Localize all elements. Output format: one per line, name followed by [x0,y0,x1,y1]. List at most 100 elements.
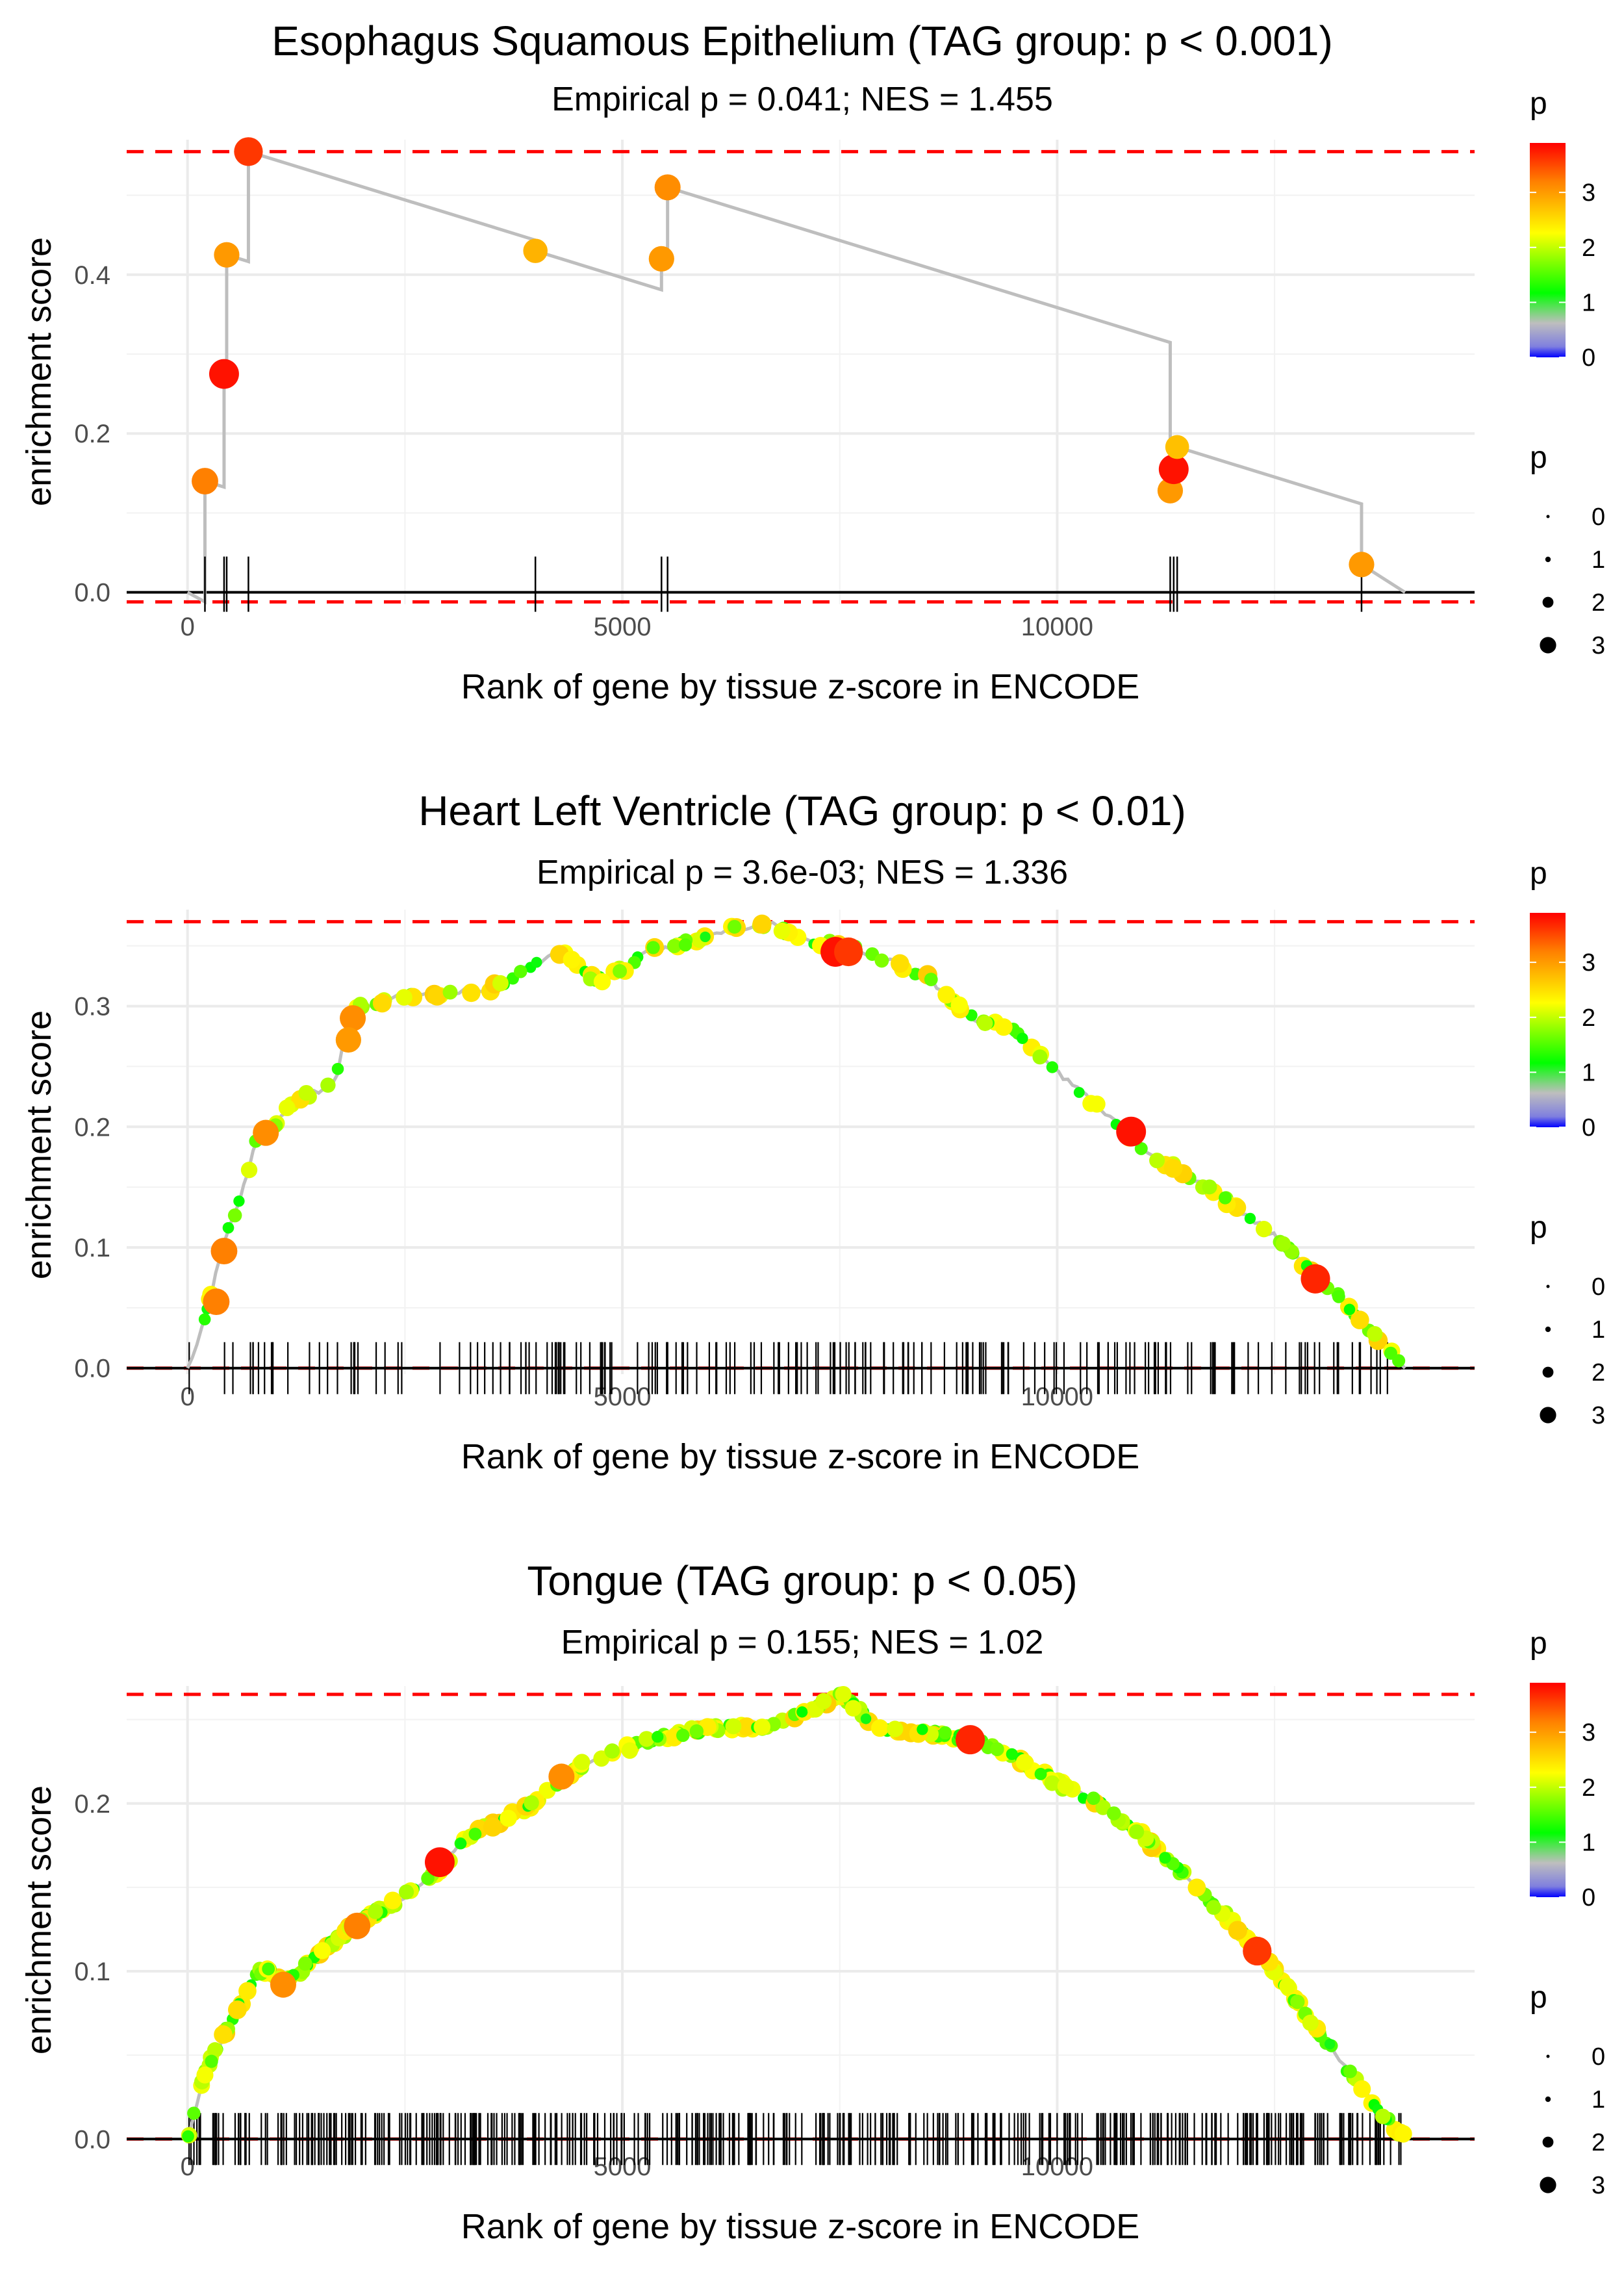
color-legend-label: 2 [1582,1774,1595,1802]
size-legend-key [1546,1284,1550,1288]
legend: p 0 1 2 3 p 0 1 2 3 [1530,86,1605,659]
hit-point [815,1693,832,1709]
hit-point [234,137,263,166]
size-legend-key [1540,1407,1556,1424]
hit-point [689,1724,704,1739]
hit-point [492,975,509,991]
legend: p 0 1 2 3 p 0 1 2 3 [1530,1626,1605,2199]
hit-point [754,1718,771,1735]
color-bar [1530,1683,1566,1897]
hit-point [198,1313,211,1325]
hit-point [427,986,447,1006]
hit-point [604,1743,620,1759]
hit-point [796,1706,808,1718]
hit-point [1244,1212,1256,1225]
hit-point [646,941,660,954]
hit-point [728,919,742,934]
hit-point [835,1685,852,1703]
hit-point [1350,1310,1369,1329]
hit-point [278,1099,296,1116]
x-tick-label: 0 [181,2153,195,2181]
x-tick-label: 0 [181,1383,195,1411]
hit-point [468,1827,482,1841]
color-bar [1530,913,1566,1127]
panel-subtitle: Empirical p = 0.041; NES = 1.455 [552,81,1053,118]
hit-point [368,1904,383,1919]
esophagus-panel: Esophagus Squamous Epithelium (TAG group… [19,18,1605,706]
color-legend-label: 1 [1582,1829,1595,1856]
hit-point [320,1077,336,1093]
running-es-path [186,149,1406,605]
y-tick-label: 0.0 [74,2125,110,2154]
color-legend-label: 0 [1582,1114,1595,1142]
hit-point [1095,1800,1111,1815]
y-axis-title: enrichment score [19,1010,58,1279]
highlight-point [548,1763,575,1790]
y-tick-label: 0.4 [74,261,110,290]
hit-point [1228,1921,1247,1940]
hit-point [421,1871,435,1885]
hit-point [1163,1158,1183,1178]
hit-points [181,1685,1412,2143]
size-legend-label: 3 [1592,632,1605,659]
hit-point [917,1724,928,1735]
hit-point [396,989,412,1006]
hit-point [938,1726,952,1740]
x-axis-title: Rank of gene by tissue z-score in ENCODE [461,2207,1139,2246]
hit-point [652,1731,664,1743]
hit-point [262,1962,275,1976]
hit-point [383,1891,402,1910]
highlight-point [1300,1264,1330,1294]
hit-point [187,2106,201,2120]
hit-point [1017,1032,1028,1044]
hit-point [227,1208,242,1223]
x-tick-label: 5000 [594,613,652,641]
color-legend-label: 0 [1582,344,1595,372]
running-es-path [186,919,1406,1370]
panel-title: Tongue (TAG group: p < 0.05) [527,1557,1077,1604]
size-legend-label: 1 [1592,1316,1605,1344]
highlight-point [270,1971,296,1998]
hit-point [725,1718,742,1735]
hit-point [500,1809,517,1827]
color-bar [1530,143,1566,357]
hit-point [1202,1179,1217,1195]
hit-point [1057,1778,1074,1795]
rug [188,2113,1402,2165]
hit-point [1088,1095,1106,1113]
hit-point [613,964,628,978]
x-axis-title: Rank of gene by tissue z-score in ENCODE [461,1437,1139,1476]
heart-left-ventricle-panel: Heart Left Ventricle (TAG group: p < 0.0… [19,787,1605,1476]
hit-point [1375,2108,1391,2125]
y-tick-label: 0.3 [74,993,110,1021]
y-tick-label: 0.2 [74,420,110,448]
hit-point [209,359,239,389]
hit-point [1290,1995,1305,2010]
size-legend-label: 3 [1592,1402,1605,1429]
hit-point [1343,2064,1357,2078]
hit-point [1279,1978,1296,1995]
y-tick-label: 0.2 [74,1790,110,1819]
hit-point [313,1942,331,1960]
size-legend-label: 2 [1592,1359,1605,1386]
hit-point [1206,1900,1221,1915]
hit-point [1032,1049,1048,1065]
hit-point [1134,1142,1148,1155]
hit-point [182,2130,194,2143]
size-legend-label: 0 [1592,1273,1605,1301]
color-legend-label: 1 [1582,1059,1595,1086]
y-tick-label: 0.0 [74,1355,110,1383]
hit-point [844,1700,862,1717]
hit-point [1353,2080,1371,2098]
hit-point [1158,454,1189,485]
hit-point [950,996,968,1014]
highlight-point [253,1119,279,1146]
hit-point [676,1728,690,1743]
x-tick-label: 0 [181,613,195,641]
color-legend-label: 3 [1582,949,1595,977]
size-legend-label: 3 [1592,2172,1605,2199]
hit-point [1302,2014,1319,2031]
size-legend-label: 0 [1592,504,1605,531]
hit-point [1044,1775,1060,1791]
